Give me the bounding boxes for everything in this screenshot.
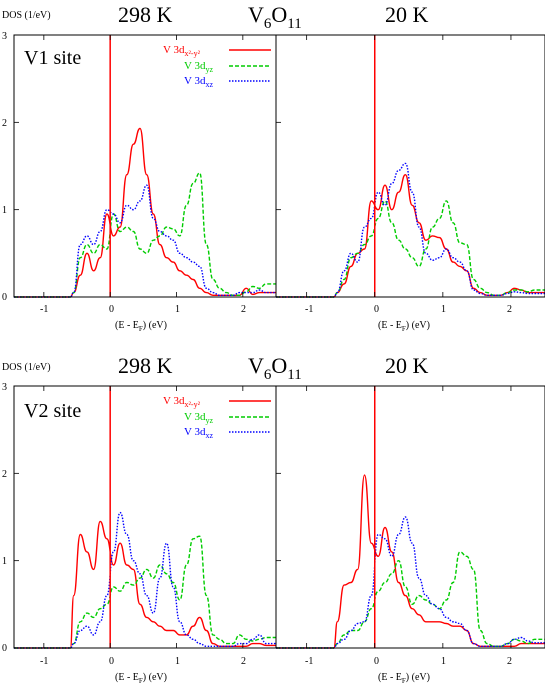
legend-label-x2y2: V 3dx²-y²	[163, 44, 201, 58]
series-line-xz	[14, 184, 276, 298]
legend-label-xz: V 3dxz	[184, 75, 214, 89]
y-tick-label: 3	[2, 31, 7, 42]
x-tick-label: 0	[374, 304, 379, 315]
x-tick-label: 0	[109, 656, 114, 667]
x-tick-label: 2	[241, 656, 246, 667]
plot-frame	[275, 385, 545, 649]
xlabel-row2-left: (E - EF) (eV)	[115, 672, 167, 685]
xlabel-row2-right: (E - EF) (eV)	[378, 672, 430, 685]
x-tick-label: 0	[374, 656, 379, 667]
series-line-xz	[276, 516, 545, 649]
series-line-x2y2	[276, 173, 545, 298]
y-ticks-row2: 0 1 2 3	[2, 382, 7, 654]
legend-label-xz: V 3dxz	[184, 426, 214, 440]
site-label: V1 site	[24, 47, 81, 69]
y-tick-label: 2	[2, 118, 7, 129]
y-tick-label: 1	[2, 556, 7, 567]
series-line-x2y2	[14, 127, 276, 298]
x-tick-label: -1	[305, 304, 313, 315]
x-tick-label: 1	[175, 656, 180, 667]
y-tick-label: 3	[2, 382, 7, 393]
ylabel-row2: DOS (1/eV)	[2, 362, 51, 373]
panel-v2-298k: V2 site V 3dx²-y² V 3dyz V 3dxz	[13, 385, 277, 649]
temp-label-20k-row1: 20 K	[385, 2, 429, 27]
xlabel-row1-left: (E - EF) (eV)	[115, 320, 167, 333]
legend-label-x2y2: V 3dx²-y²	[163, 395, 201, 409]
temp-label-20k-row2: 20 K	[385, 353, 429, 378]
x-tick-label: 0	[109, 304, 114, 315]
plot-frame	[275, 34, 545, 298]
compound-label-row2: V6O11	[248, 353, 302, 383]
series-line-x2y2	[276, 474, 545, 649]
y-ticks-row1: 0 1 2 3	[2, 31, 7, 303]
legend-label-yz: V 3dyz	[184, 60, 214, 74]
y-tick-label: 0	[2, 292, 7, 303]
x-tick-label: 1	[441, 656, 446, 667]
series-line-yz	[14, 172, 276, 298]
series-line-xz	[276, 162, 545, 298]
x-tick-label: 2	[507, 304, 512, 315]
legend: V 3dx²-y² V 3dyz V 3dxz	[163, 395, 271, 440]
series-line-yz	[276, 200, 545, 298]
series-line-xz	[14, 511, 276, 649]
temp-label-298k-row1: 298 K	[118, 2, 173, 27]
series-line-x2y2	[14, 520, 276, 649]
x-tick-label: 2	[241, 304, 246, 315]
legend: V 3dx²-y² V 3dyz V 3dxz	[163, 44, 271, 89]
compound-label-row1: V6O11	[248, 2, 302, 32]
temp-label-298k-row2: 298 K	[118, 353, 173, 378]
legend-label-yz: V 3dyz	[184, 411, 214, 425]
y-tick-label: 2	[2, 469, 7, 480]
x-tick-label: 2	[507, 656, 512, 667]
xlabel-row1-right: (E - EF) (eV)	[378, 320, 430, 333]
x-tick-label: -1	[40, 656, 48, 667]
ylabel-row1: DOS (1/eV)	[2, 10, 51, 21]
panel-v1-298k: V1 site V 3dx²-y² V 3dyz V 3dxz	[13, 34, 277, 298]
plot-frame	[13, 385, 277, 649]
series-line-yz	[276, 551, 545, 649]
x-ticks-row2: -1 0 1 2 -1 0 1 2	[40, 656, 512, 667]
x-tick-label: -1	[305, 656, 313, 667]
panel-v1-20k	[275, 34, 545, 298]
x-tick-label: 1	[441, 304, 446, 315]
x-ticks-row1: -1 0 1 2 -1 0 1 2	[40, 304, 512, 315]
y-tick-label: 1	[2, 205, 7, 216]
x-tick-label: -1	[40, 304, 48, 315]
site-label: V2 site	[24, 400, 81, 422]
x-tick-label: 1	[175, 304, 180, 315]
panel-v2-20k	[275, 385, 545, 649]
y-tick-label: 0	[2, 643, 7, 654]
series-line-yz	[14, 535, 276, 649]
